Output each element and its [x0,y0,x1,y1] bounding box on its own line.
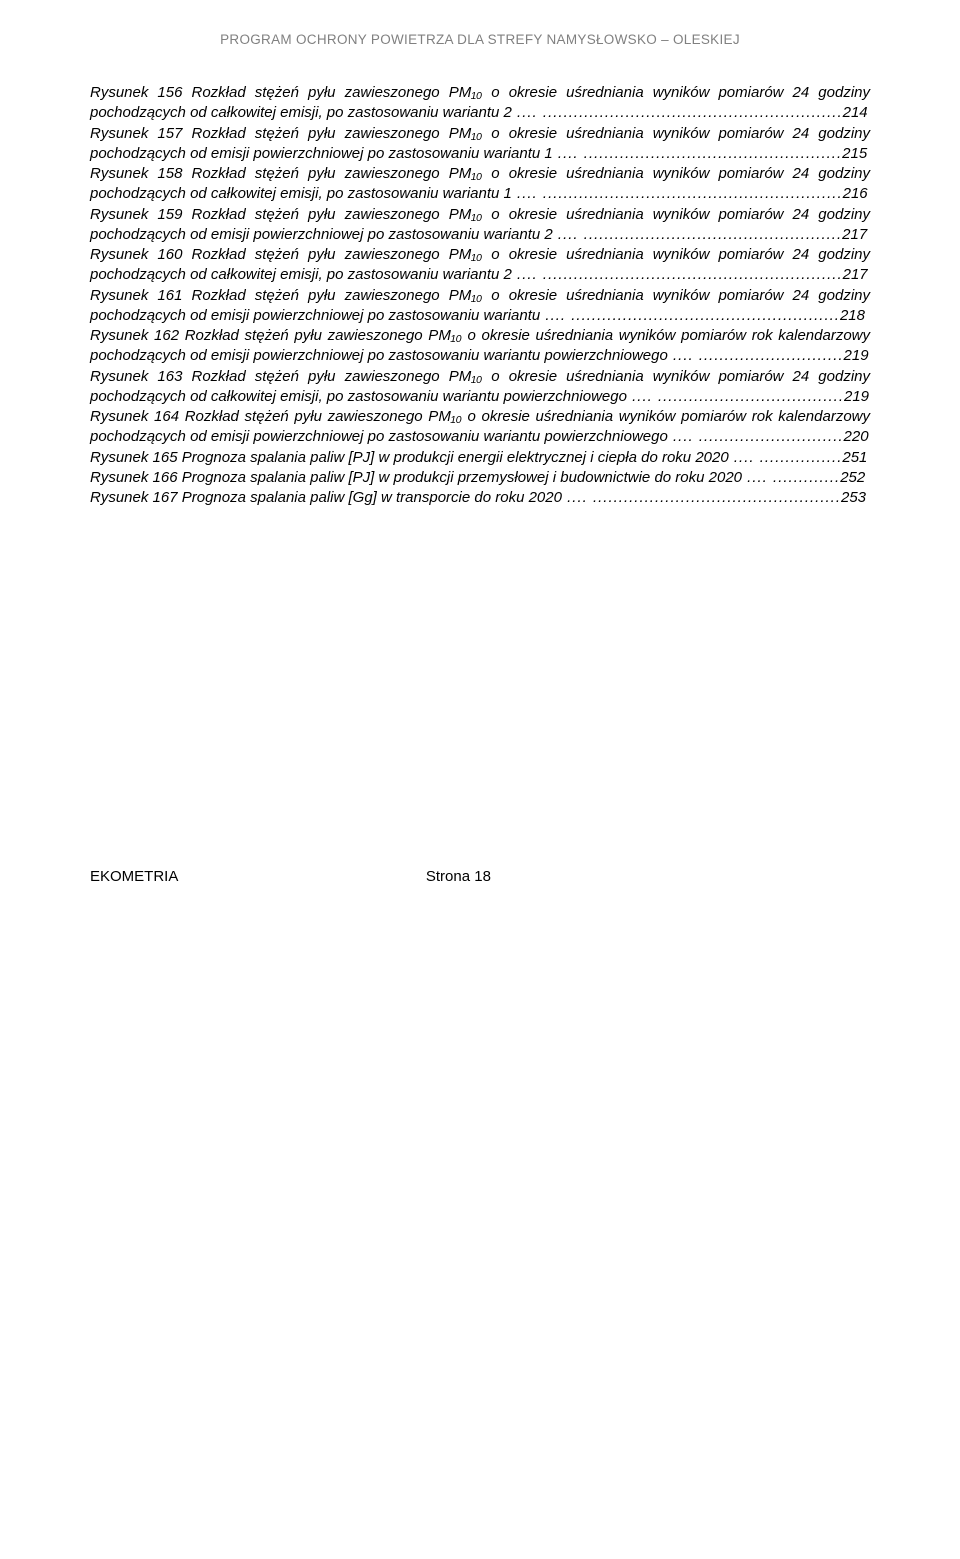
leader-dots: .... ...................................… [553,226,842,243]
toc-entry-trailing: .... ...................................… [512,104,868,121]
toc-entry: Rysunek 165 Prognoza spalania paliw [PJ]… [90,448,870,468]
page-footer: EKOMETRIA Strona 18 [90,868,870,885]
leader-dots: .... ................ [729,449,843,466]
toc-entry-page: 251 [842,449,867,466]
toc-entries: Rysunek 156 Rozkład stężeń pyłu zawieszo… [90,83,870,508]
toc-entry-page: 218 [840,307,865,324]
toc-entry: Rysunek 166 Prognoza spalania paliw [PJ]… [90,468,870,488]
toc-entry-trailing: .... ...................................… [553,145,867,162]
page-header: PROGRAM OCHRONY POWIETRZA DLA STREFY NAM… [90,32,870,47]
toc-entry-trailing: .... ...................................… [562,489,866,506]
toc-entry-page: 253 [841,489,866,506]
toc-entry: Rysunek 163 Rozkład stężeń pyłu zawieszo… [90,367,870,408]
toc-entry: Rysunek 158 Rozkład stężeń pyłu zawieszo… [90,164,870,205]
toc-entry: Rysunek 159 Rozkład stężeń pyłu zawieszo… [90,205,870,246]
toc-entry-text: Rysunek 167 Prognoza spalania paliw [Gg]… [90,489,562,506]
toc-entry: Rysunek 162 Rozkład stężeń pyłu zawieszo… [90,326,870,367]
toc-entry-trailing: .... ................251 [729,449,868,466]
toc-entry-page: 215 [842,145,867,162]
leader-dots: .... ............................ [668,347,844,364]
footer-left: EKOMETRIA [90,868,178,885]
leader-dots: .... ...................................… [512,266,843,283]
toc-entry: Rysunek 157 Rozkład stężeń pyłu zawieszo… [90,124,870,165]
leader-dots: .... ...................................… [553,145,842,162]
toc-entry-trailing: .... ...................................… [553,226,867,243]
toc-entry-page: 219 [844,347,869,364]
leader-dots: .... ...................................… [562,489,841,506]
toc-entry-page: 216 [843,185,868,202]
toc-entry-page: 217 [842,226,867,243]
toc-entry-trailing: .... ...................................… [512,185,868,202]
leader-dots: .... ............................ [668,428,844,445]
toc-entry-text: Rysunek 165 Prognoza spalania paliw [PJ]… [90,449,729,466]
toc-entry-trailing: .... ............................219 [668,347,869,364]
toc-entry-trailing: .... ............................220 [668,428,869,445]
toc-entry: Rysunek 161 Rozkład stężeń pyłu zawieszo… [90,286,870,327]
toc-entry: Rysunek 156 Rozkład stężeń pyłu zawieszo… [90,83,870,124]
toc-entry-page: 220 [844,428,869,445]
toc-entry-page: 219 [844,388,869,405]
toc-entry-trailing: .... .............252 [742,469,865,486]
leader-dots: .... ............. [742,469,840,486]
toc-entry: Rysunek 167 Prognoza spalania paliw [Gg]… [90,488,870,508]
toc-entry-page: 252 [840,469,865,486]
toc-entry-page: 217 [843,266,868,283]
toc-entry-trailing: .... ...................................… [512,266,868,283]
footer-right: Strona 18 [426,868,491,885]
toc-entry-trailing: .... ...................................… [627,388,869,405]
toc-entry: Rysunek 160 Rozkład stężeń pyłu zawieszo… [90,245,870,286]
toc-entry: Rysunek 164 Rozkład stężeń pyłu zawieszo… [90,407,870,448]
leader-dots: .... ...................................… [512,185,843,202]
header-text: PROGRAM OCHRONY POWIETRZA DLA STREFY NAM… [220,32,740,47]
leader-dots: .... ...................................… [512,104,843,121]
toc-entry-page: 214 [843,104,868,121]
leader-dots: .... ...................................… [540,307,840,324]
toc-entry-text: Rysunek 166 Prognoza spalania paliw [PJ]… [90,469,742,486]
toc-entry-trailing: .... ...................................… [540,307,865,324]
leader-dots: .... ...................................… [627,388,844,405]
